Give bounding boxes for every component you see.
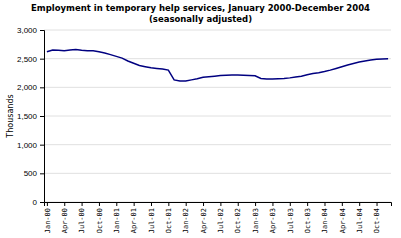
x-tick-mark: [307, 202, 308, 206]
grid: [44, 30, 391, 202]
grid-line: [44, 116, 391, 117]
y-tick: 2,000: [17, 83, 44, 92]
x-tick-label: Jan-02: [182, 208, 190, 233]
grid-line: [44, 58, 391, 59]
x-tick-mark: [272, 202, 273, 206]
x-tick-mark: [220, 202, 221, 206]
y-axis-label: Thousands: [6, 94, 15, 138]
x-tick-mark: [255, 202, 256, 206]
x-tick-mark: [324, 202, 325, 206]
y-tick-mark: [40, 202, 44, 203]
x-tick-label: Jul-02: [217, 208, 225, 233]
y-tick: 1,000: [17, 141, 44, 150]
x-tick-mark: [134, 202, 135, 206]
x-tick-mark: [151, 202, 152, 206]
subtitle: (seasonally adjusted): [149, 14, 252, 24]
y-tick: 0: [33, 198, 44, 207]
x-tick: Oct-03: [304, 202, 312, 233]
x-tick-label: Apr-02: [200, 208, 208, 233]
y-tick-mark: [40, 59, 44, 60]
y-tick: 2,500: [17, 55, 44, 64]
x-tick-label: Jul-01: [148, 208, 156, 233]
grid-line: [44, 144, 391, 145]
x-tick: Jan-04: [321, 202, 329, 233]
x-tick-label: Jan-03: [252, 208, 260, 233]
x-tick-mark: [238, 202, 239, 206]
x-tick-mark: [290, 202, 291, 206]
x-tick-label: Oct-03: [304, 208, 312, 233]
x-tick-label: Oct-04: [373, 208, 381, 233]
grid-line: [44, 30, 391, 31]
line: [47, 49, 388, 81]
chart: Employment in temporary help services, J…: [0, 0, 401, 238]
x-tick-label: Jan-00: [44, 208, 52, 233]
x-tick: Apr-00: [61, 202, 69, 233]
y-tick-label: 1,000: [17, 141, 38, 150]
x-tick: Jul-02: [217, 202, 225, 233]
x-tick-label: Apr-04: [339, 208, 347, 233]
x-tick: Jul-03: [287, 202, 295, 233]
y-tick-mark: [40, 173, 44, 174]
x-tick-label: Oct-00: [96, 208, 104, 233]
x-tick: Jan-03: [252, 202, 260, 233]
x-tick-mark: [342, 202, 343, 206]
x-axis-line: [45, 203, 392, 207]
y-tick: 500: [24, 169, 44, 178]
x-tick-mark: [168, 202, 169, 206]
grid-line: [44, 173, 391, 174]
x-tick-mark: [116, 202, 117, 206]
y-tick-label: 2,000: [17, 83, 38, 92]
x-tick-mark: [377, 202, 378, 206]
x-tick: Apr-02: [200, 202, 208, 233]
y-axis: 0 500 1,000 1,500 2,000 2,500 3,000: [17, 26, 45, 207]
y-tick-label: 3,000: [17, 26, 38, 35]
x-tick-label: Apr-03: [269, 208, 277, 233]
y-tick-label: 500: [24, 169, 38, 178]
x-tick: Oct-04: [373, 202, 381, 233]
y-axis-line: [40, 31, 45, 203]
x-tick-mark: [64, 202, 65, 206]
y-tick-mark: [40, 116, 44, 117]
x-tick-mark: [359, 202, 360, 206]
x-axis: Jan-00 Apr-00 Jul-00 Oct-00 Jan-01 Apr-01 Jul-…: [44, 202, 392, 233]
x-tick-mark: [203, 202, 204, 206]
x-tick-label: Jul-00: [78, 208, 86, 233]
y-tick-label: 1,500: [17, 112, 38, 121]
x-tick: Jul-01: [148, 202, 156, 233]
grid-line: [44, 87, 391, 88]
y-tick-label: 2,500: [17, 55, 38, 64]
x-tick: Oct-00: [96, 202, 104, 233]
x-tick-label: Jan-01: [113, 208, 121, 233]
x-tick: Oct-02: [234, 202, 242, 233]
series: [47, 49, 388, 81]
x-tick-label: Jul-03: [287, 208, 295, 233]
y-tick-label: 0: [33, 198, 38, 207]
x-tick-label: Jan-04: [321, 208, 329, 233]
title: Employment in temporary help services, J…: [31, 3, 370, 13]
x-tick-label: Jul-04: [356, 208, 364, 233]
x-tick-mark: [186, 202, 187, 206]
y-tick-mark: [40, 30, 44, 31]
x-tick: Jul-00: [78, 202, 86, 233]
x-tick: Jan-00: [44, 202, 52, 233]
plot: 0 500 1,000 1,500 2,000 2,500 3,000 Jan-00 Apr-0…: [17, 26, 392, 233]
x-tick: Jul-04: [356, 202, 364, 233]
y-tick-mark: [40, 87, 44, 88]
y-tick: 1,500: [17, 112, 44, 121]
x-tick: Jan-02: [182, 202, 190, 233]
x-tick-mark: [47, 202, 48, 206]
x-tick-label: Oct-01: [165, 208, 173, 233]
x-tick-label: Apr-01: [130, 208, 138, 233]
x-tick: Oct-01: [165, 202, 173, 233]
x-tick-mark: [82, 202, 83, 206]
x-tick: Apr-01: [130, 202, 138, 233]
x-tick-label: Apr-00: [61, 208, 69, 233]
x-tick-mark: [99, 202, 100, 206]
y-tick: 3,000: [17, 26, 44, 35]
x-tick: Jan-01: [113, 202, 121, 233]
y-tick-mark: [40, 145, 44, 146]
x-tick: Apr-04: [339, 202, 347, 233]
x-tick-label: Oct-02: [234, 208, 242, 233]
x-tick: Apr-03: [269, 202, 277, 233]
